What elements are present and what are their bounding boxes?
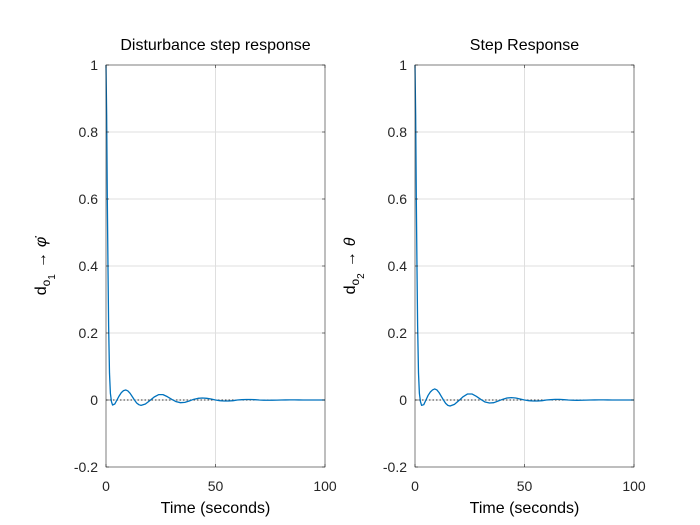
y-axis-label-symbol: φ̇ [33, 236, 50, 247]
y-tick-label: 1 [90, 57, 98, 73]
y-tick-label: 0.8 [79, 124, 99, 140]
y-axis-label-sub2: 1 [47, 274, 58, 280]
y-axis-label: do2 → θ [342, 237, 367, 294]
x-tick-label: 0 [102, 478, 110, 494]
y-axis-label-symbol: θ [342, 237, 359, 246]
y-tick-label: 0.6 [388, 191, 408, 207]
y-axis-label-sub2: 2 [356, 273, 367, 279]
tick-marks [105, 64, 326, 468]
tick-marks [414, 64, 635, 468]
series-line-response [105, 64, 325, 407]
x-axis-label: Time (seconds) [161, 500, 271, 517]
tick-labels: 0 50 100-0.200.20.40.60.81 [383, 57, 646, 494]
y-axis-label-sub1: o [39, 279, 53, 286]
y-axis-label-arrow: → [33, 252, 50, 268]
y-axis-label-main: d [342, 286, 359, 295]
y-tick-label: 0 [399, 392, 407, 408]
x-tick-label: 100 [313, 478, 337, 494]
y-tick-label: 0.2 [388, 325, 408, 341]
y-axis-label: do1 → φ̇ [33, 236, 58, 296]
x-tick-label: 50 [208, 478, 224, 494]
x-tick-label: 0 [411, 478, 419, 494]
y-tick-label: 0.4 [79, 258, 99, 274]
y-tick-label: -0.2 [74, 459, 98, 475]
y-tick-label: 0 [90, 392, 98, 408]
y-axis-label-main: d [33, 286, 50, 295]
x-axis-label: Time (seconds) [470, 500, 580, 517]
plot-title: Step Response [470, 37, 580, 54]
y-tick-label: 0.2 [79, 325, 99, 341]
series-line-response [414, 64, 634, 407]
y-tick-label: -0.2 [383, 459, 407, 475]
x-tick-label: 50 [517, 478, 533, 494]
y-tick-label: 1 [399, 57, 407, 73]
subplot-step-response: 0 50 100-0.200.20.40.60.81 Step Response T… [342, 37, 646, 517]
y-tick-label: 0.8 [388, 124, 408, 140]
plot-title: Disturbance step response [120, 37, 310, 54]
subplot-disturbance-step-response: 0 50 100-0.200.20.40.60.81 Disturbance ste… [33, 37, 337, 517]
x-tick-label: 100 [622, 478, 646, 494]
y-axis-label-sub1: o [348, 279, 362, 286]
y-axis-label-arrow: → [342, 251, 359, 267]
y-tick-label: 0.4 [388, 258, 408, 274]
tick-labels: 0 50 100-0.200.20.40.60.81 [74, 57, 337, 494]
y-tick-label: 0.6 [79, 191, 99, 207]
